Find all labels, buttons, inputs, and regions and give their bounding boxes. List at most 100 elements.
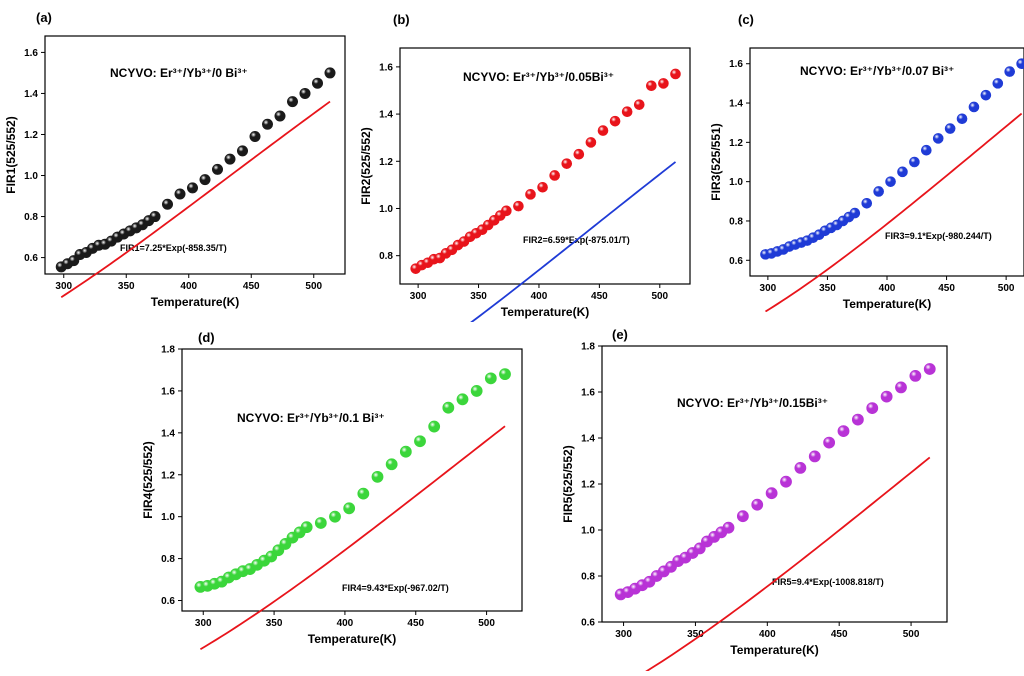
chart-a-svg: 300 350 400 450 500 0.6 0.8 1.0 1.2 1.4 1.6 Tempera… [4, 10, 346, 309]
x-axis-title-e: Temperature(K) [730, 643, 818, 657]
data-point-c-29 [1016, 58, 1024, 70]
sample-annotation-a: NCYVO: Er³⁺/Yb³⁺/0 Bi³⁺ [110, 66, 248, 80]
data-point-d-15 [300, 521, 313, 534]
data-point-e-18 [765, 487, 778, 500]
panel-label-e: (e) [612, 327, 628, 342]
y-axis-title-c: FIR3(525/551) [709, 123, 723, 200]
x-tick-label-c-4: 500 [998, 283, 1015, 294]
chart-panel-a: 300 350 400 450 500 0.6 0.8 1.0 1.2 1.4 1.6 Tempera… [0, 0, 355, 325]
data-point-e-17 [751, 498, 764, 511]
data-point-b-15 [501, 205, 512, 217]
y-tick-label-b-4: 1.6 [379, 62, 393, 73]
data-point-e-15 [722, 521, 735, 534]
data-point-a-20 [212, 163, 224, 175]
x-tick-label-e-4: 500 [903, 629, 920, 640]
x-axis-title-b: Temperature(K) [501, 305, 589, 319]
data-point-a-19 [199, 174, 211, 186]
y-tick-label-c-1: 0.8 [729, 216, 743, 227]
data-point-b-19 [549, 170, 560, 181]
data-point-b-27 [646, 80, 657, 92]
data-point-e-23 [837, 425, 850, 437]
data-point-b-20 [561, 158, 573, 169]
data-point-b-18 [537, 181, 548, 193]
y-tick-label-a-4: 1.4 [24, 89, 38, 100]
chart-panel-d: 300 350 400 450 500 0.6 0.8 1.0 1.2 1.4 1.6 1.8 Temp… [137, 328, 527, 676]
data-point-d-28 [484, 372, 497, 385]
data-point-c-24 [956, 113, 968, 125]
data-point-e-20 [794, 461, 807, 474]
x-tick-label-e-3: 450 [831, 629, 848, 640]
y-tick-label-b-3: 1.4 [379, 110, 393, 121]
fit-line-c [765, 112, 1023, 313]
data-point-c-25 [968, 101, 980, 113]
data-point-a-28 [311, 77, 323, 89]
data-point-b-25 [621, 106, 633, 118]
data-points-b [410, 68, 681, 274]
sample-annotation-b: NCYVO: Er³⁺/Yb³⁺/0.05Bi³⁺ [463, 70, 614, 84]
data-point-d-20 [371, 470, 384, 483]
data-points-d [194, 368, 511, 593]
data-point-d-16 [314, 517, 327, 529]
y-axis-title-a: FIR1(525/552) [4, 116, 18, 193]
y-tick-label-c-3: 1.2 [729, 138, 743, 149]
x-tick-label-b-3: 450 [591, 291, 608, 302]
data-point-d-23 [414, 435, 426, 448]
data-point-a-24 [261, 118, 273, 130]
data-point-e-19 [780, 475, 792, 488]
data-point-e-22 [823, 436, 836, 449]
y-tick-label-e-2: 1.0 [581, 526, 595, 537]
x-tick-label-d-0: 300 [195, 618, 212, 629]
data-point-d-19 [357, 487, 370, 500]
data-point-c-21 [921, 144, 932, 156]
data-points-c [760, 58, 1024, 260]
chart-e-svg: 300 350 400 450 500 0.6 0.8 1.0 1.2 1.4 1.6 1.8 Temp… [561, 327, 948, 676]
x-tick-label-c-2: 400 [879, 283, 896, 294]
data-point-d-24 [428, 420, 441, 433]
x-tick-label-e-1: 350 [687, 629, 704, 640]
fit-line-e [637, 456, 931, 676]
x-tick-label-e-2: 400 [759, 629, 776, 640]
data-point-a-25 [274, 110, 286, 122]
x-tick-label-c-1: 350 [819, 283, 836, 294]
data-point-a-23 [249, 131, 261, 143]
x-axis-title-c: Temperature(K) [843, 297, 931, 311]
data-point-e-26 [880, 390, 893, 403]
data-point-b-16 [513, 200, 524, 212]
data-point-c-28 [1004, 66, 1016, 77]
x-axis-title-d: Temperature(K) [308, 632, 396, 646]
data-point-a-22 [237, 145, 249, 157]
y-tick-label-d-2: 1.0 [161, 512, 175, 523]
data-point-c-19 [897, 166, 908, 178]
y-tick-label-c-4: 1.4 [729, 99, 743, 110]
sample-annotation-d: NCYVO: Er³⁺/Yb³⁺/0.1 Bi³⁺ [237, 411, 385, 425]
data-point-a-15 [149, 211, 161, 223]
y-tick-label-c-2: 1.0 [729, 177, 743, 188]
fit-equation-d: FIR4=9.43*Exp(-967.02/T) [342, 583, 449, 593]
data-point-e-11 [693, 542, 706, 555]
data-point-e-21 [808, 450, 821, 463]
plot-frame-b [399, 47, 691, 285]
panel-label-b: (b) [393, 12, 410, 27]
fit-equation-c: FIR3=9.1*Exp(-980.244/T) [885, 231, 992, 241]
y-tick-label-a-0: 0.6 [24, 253, 38, 264]
x-tick-label-a-0: 300 [55, 281, 72, 292]
data-point-b-21 [573, 148, 585, 160]
data-point-b-29 [670, 68, 681, 80]
x-tick-label-a-1: 350 [118, 281, 135, 292]
y-tick-label-b-2: 1.2 [379, 157, 393, 168]
data-point-b-17 [525, 189, 536, 200]
data-point-d-22 [399, 445, 412, 458]
sample-annotation-c: NCYVO: Er³⁺/Yb³⁺/0.07 Bi³⁺ [800, 64, 954, 78]
chart-d-svg: 300 350 400 450 500 0.6 0.8 1.0 1.2 1.4 1.6 1.8 Temp… [141, 330, 523, 651]
data-point-a-21 [224, 153, 236, 165]
chart-panel-c: 300 350 400 450 500 0.6 0.8 1.0 1.2 1.4 1.6 Tempera… [705, 12, 1024, 317]
x-tick-label-c-0: 300 [760, 283, 777, 294]
y-tick-label-a-1: 0.8 [24, 212, 38, 223]
data-point-c-27 [992, 78, 1004, 89]
y-tick-label-e-3: 1.2 [581, 480, 595, 491]
data-point-b-22 [585, 137, 597, 148]
data-point-c-18 [885, 176, 896, 187]
chart-b-svg: 300 350 400 450 500 0.8 1.0 1.2 1.4 1.6 Temperatur… [359, 12, 691, 363]
x-tick-label-b-4: 500 [651, 291, 668, 302]
x-tick-label-b-2: 400 [531, 291, 548, 302]
